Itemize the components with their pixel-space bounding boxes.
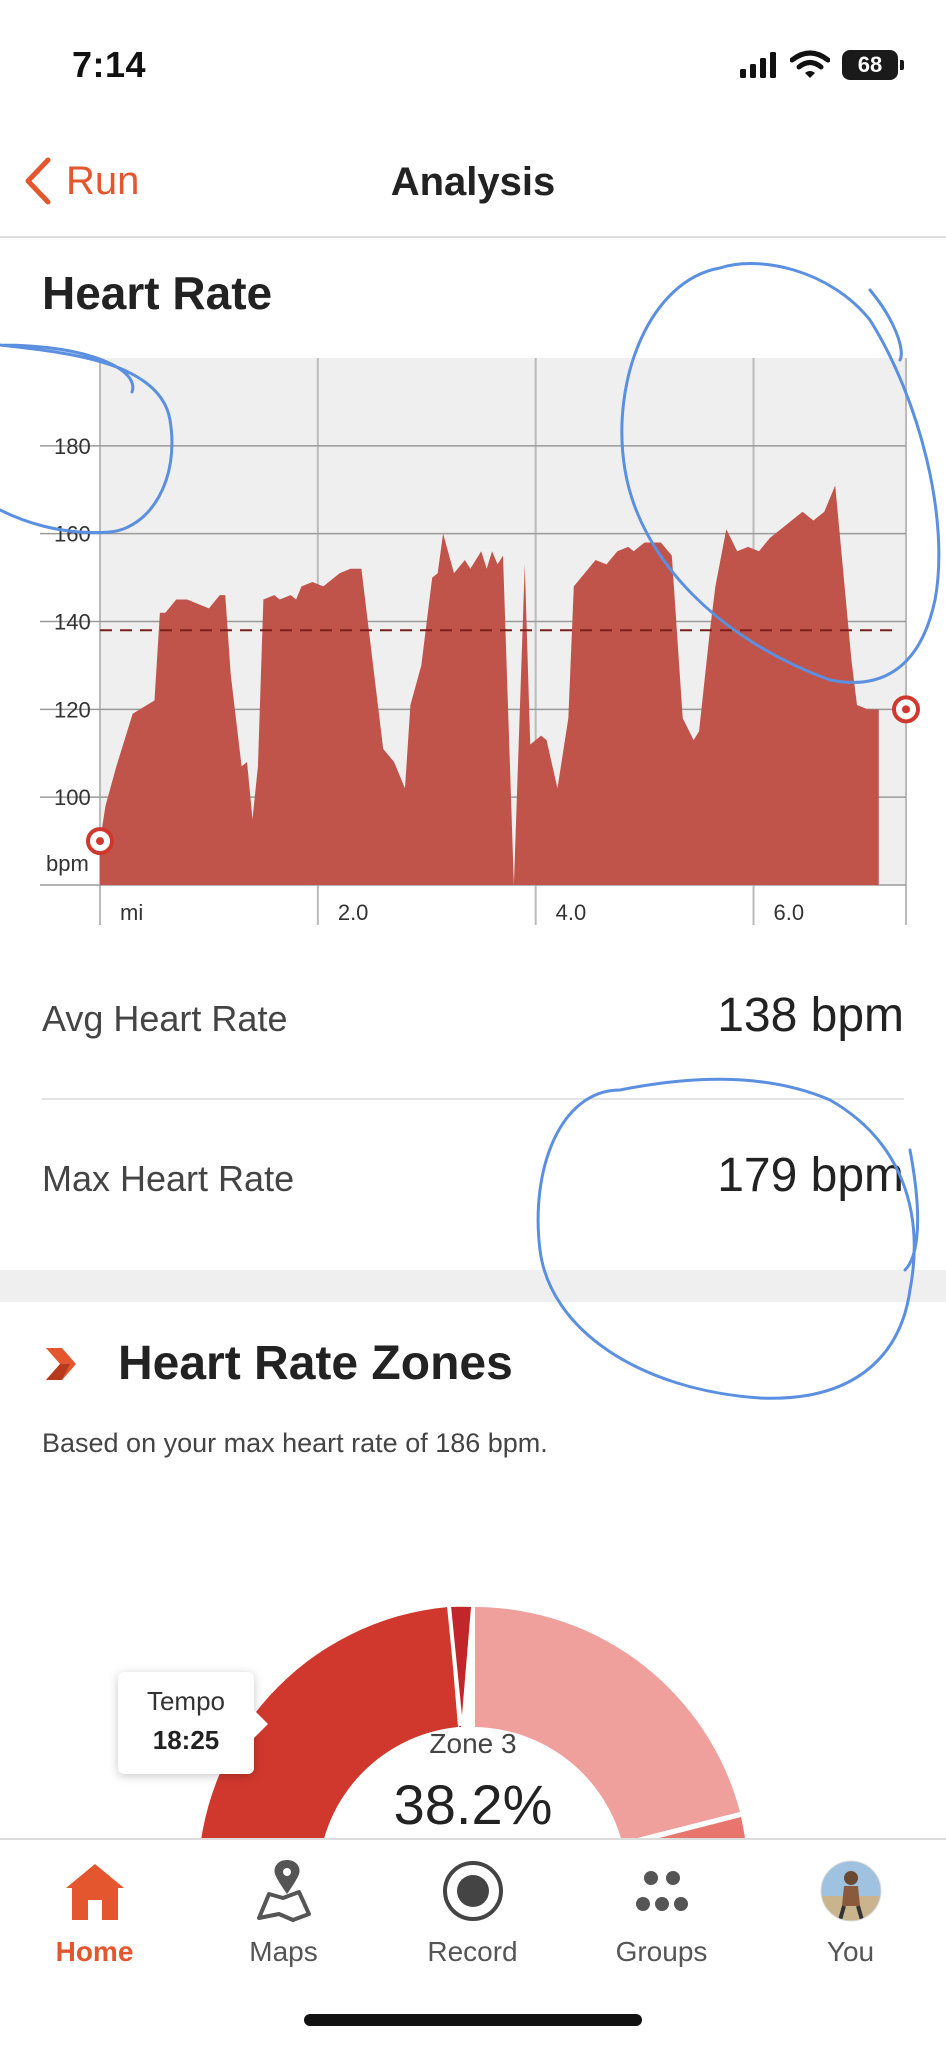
max-heart-rate-label: Max Heart Rate xyxy=(42,1158,295,1199)
avg-heart-rate-label: Avg Heart Rate xyxy=(42,998,288,1039)
page-title: Analysis xyxy=(390,160,556,204)
chevron-left-icon xyxy=(25,157,51,205)
tooltip-zone-time: 18:25 xyxy=(152,1725,220,1755)
y-axis-label: bpm xyxy=(46,851,89,876)
zones-title: Heart Rate Zones xyxy=(118,1337,513,1390)
wifi-icon xyxy=(790,50,830,78)
y-tick-label: 180 xyxy=(54,434,91,459)
y-tick-label: 140 xyxy=(54,610,91,635)
zones-donut-svg xyxy=(198,1605,748,1840)
zones-donut-chart[interactable] xyxy=(0,1490,946,1840)
donut-center-value: 38.2% xyxy=(393,1773,553,1836)
tab-maps[interactable]: Maps xyxy=(189,1856,378,1986)
nav-bar: Run Analysis xyxy=(0,130,946,238)
tab-home[interactable]: Home xyxy=(0,1856,189,1986)
avatar xyxy=(820,1860,881,1922)
tab-groups[interactable]: Groups xyxy=(567,1856,756,1986)
heart-rate-area xyxy=(100,485,879,885)
tab-record[interactable]: Record xyxy=(378,1856,567,1986)
tab-you[interactable]: You xyxy=(756,1856,945,1986)
map-pin-icon xyxy=(256,1860,311,1922)
tab-record-label: Record xyxy=(427,1936,518,1967)
y-tick-label: 160 xyxy=(54,522,91,547)
avg-heart-rate-row: Avg Heart Rate 138 bpm xyxy=(42,940,904,1100)
tab-you-label: You xyxy=(826,1936,875,1967)
chevron-badge-icon xyxy=(46,1347,76,1380)
record-icon xyxy=(442,1861,503,1921)
tab-bar: Home Maps Record Groups xyxy=(0,1838,946,2048)
status-time: 7:14 xyxy=(72,44,147,85)
groups-icon xyxy=(635,1871,688,1911)
status-icons: 68 xyxy=(738,50,904,80)
x-tick-label: 6.0 xyxy=(774,900,805,925)
donut-center-label: Zone 3 xyxy=(429,1728,517,1759)
y-tick-label: 120 xyxy=(54,697,91,722)
back-button-label: Run xyxy=(66,158,140,203)
zone-slice-tempo[interactable] xyxy=(198,1607,458,1840)
max-heart-rate-value: 179 bpm xyxy=(717,1149,904,1202)
battery-level: 68 xyxy=(857,52,883,77)
x-tick-label: 2.0 xyxy=(338,900,369,925)
zone-slice-moderate[interactable] xyxy=(624,1817,748,1840)
tab-groups-label: Groups xyxy=(615,1936,708,1967)
battery-icon: 68 xyxy=(842,50,904,80)
tooltip-zone-name: Tempo xyxy=(146,1686,226,1716)
zone-slice-threshold[interactable] xyxy=(449,1606,471,1727)
zone-tooltip: Tempo 18:25 xyxy=(118,1672,268,1774)
zones-subtitle: Based on your max heart rate of 186 bpm. xyxy=(42,1428,548,1458)
cellular-signal-icon xyxy=(740,52,776,78)
avg-heart-rate-value: 138 bpm xyxy=(717,989,904,1042)
x-tick-label: 4.0 xyxy=(556,900,587,925)
tab-maps-label: Maps xyxy=(249,1936,318,1967)
home-indicator xyxy=(304,2014,642,2026)
home-icon xyxy=(65,1864,124,1920)
status-bar: 7:14 68 xyxy=(0,0,946,120)
heart-rate-chart-svg: 100 120 140 160 180 bpm mi 2.0 4.0 6.0 xyxy=(40,358,920,925)
tab-home-label: Home xyxy=(55,1936,134,1967)
back-button[interactable]: Run xyxy=(22,156,139,206)
chart-endpoint-marker-dot xyxy=(902,705,910,714)
max-heart-rate-row: Max Heart Rate 179 bpm xyxy=(42,1100,904,1260)
section-divider xyxy=(0,1270,946,1302)
x-tick-label: mi xyxy=(120,900,143,925)
chart-endpoint-marker-dot xyxy=(96,837,104,846)
y-tick-label: 100 xyxy=(54,785,91,810)
zone-slice-endurance[interactable] xyxy=(475,1607,740,1840)
zones-header: Heart Rate Zones xyxy=(42,1336,513,1391)
heart-rate-chart[interactable]: 100 120 140 160 180 bpm mi 2.0 4.0 6.0 xyxy=(0,340,946,940)
heart-rate-title: Heart Rate xyxy=(42,267,273,319)
